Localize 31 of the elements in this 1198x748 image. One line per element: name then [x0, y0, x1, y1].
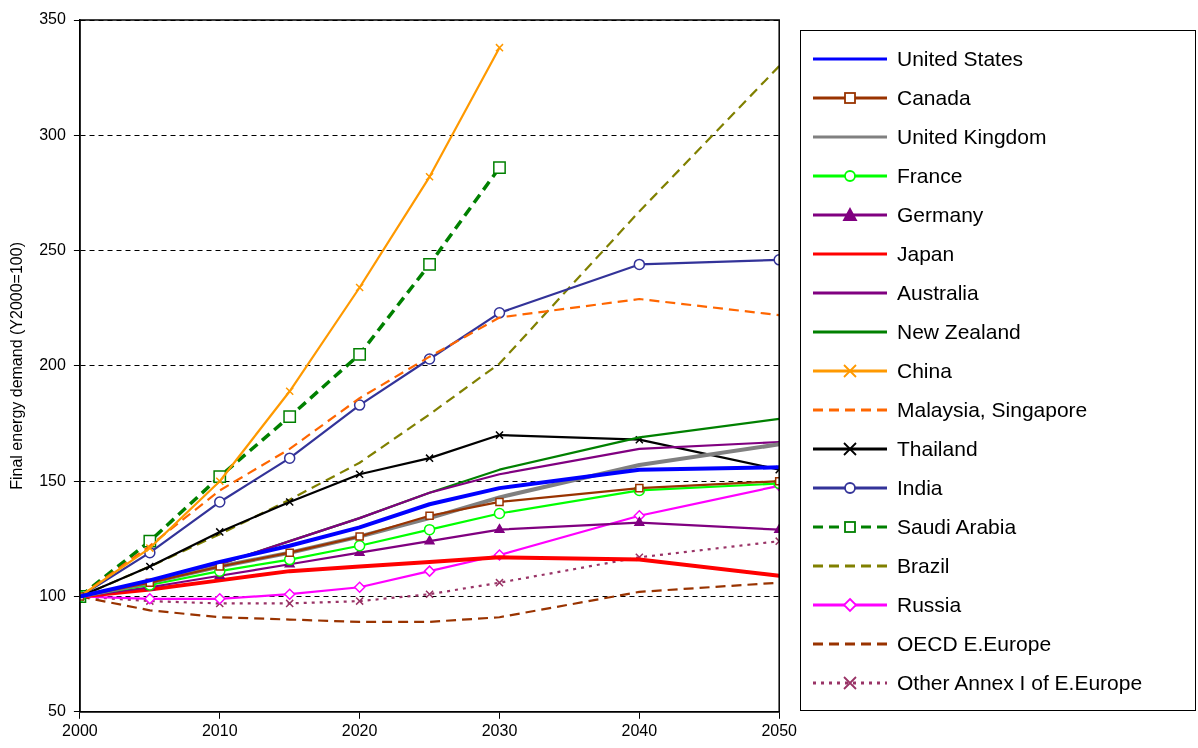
- legend-label: India: [897, 475, 943, 500]
- x-tick-label: 2020: [341, 721, 378, 739]
- x-tick-label: 2000: [62, 721, 98, 739]
- y-tick-label: 350: [39, 10, 66, 28]
- legend-label: Brazil: [897, 553, 950, 578]
- legend-label: United States: [897, 46, 1024, 71]
- legend-label: Thailand: [897, 436, 978, 461]
- y-tick-label: 300: [39, 125, 66, 143]
- legend-label: China: [897, 358, 952, 383]
- y-tick-label: 50: [48, 702, 66, 720]
- legend-label: Australia: [897, 280, 979, 305]
- y-tick-label: 100: [39, 586, 66, 604]
- legend-label: United Kingdom: [897, 124, 1047, 149]
- x-tick-label: 2010: [201, 721, 238, 739]
- legend-label: Russia: [897, 592, 962, 617]
- legend-label: Malaysia, Singapore: [897, 397, 1088, 422]
- legend-label: France: [897, 163, 963, 188]
- x-tick-label: 2040: [621, 721, 658, 739]
- y-tick-label: 200: [39, 356, 66, 374]
- legend-label: Saudi Arabia: [897, 514, 1017, 539]
- legend-label: New Zealand: [897, 319, 1021, 344]
- legend-label: Other Annex I of E.Europe: [897, 670, 1143, 695]
- x-tick-label: 2050: [761, 721, 798, 739]
- x-tick-label: 2030: [481, 721, 518, 739]
- y-tick-label: 250: [39, 241, 66, 259]
- legend-label: Germany: [897, 202, 984, 227]
- legend-label: Canada: [897, 85, 971, 110]
- legend-label: Japan: [897, 241, 955, 266]
- y-axis-title: Final energy demand (Y2000=100): [8, 242, 26, 490]
- legend-label: OECD E.Europe: [897, 631, 1052, 656]
- y-tick-label: 150: [39, 471, 66, 489]
